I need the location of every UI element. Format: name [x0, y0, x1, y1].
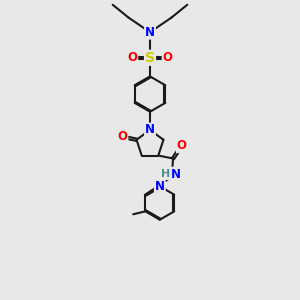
- Text: O: O: [117, 130, 128, 143]
- Text: N: N: [155, 180, 165, 193]
- Text: N: N: [145, 26, 155, 39]
- Text: S: S: [145, 51, 155, 65]
- Text: O: O: [177, 139, 187, 152]
- Text: O: O: [163, 51, 173, 64]
- Text: H: H: [160, 169, 170, 179]
- Text: O: O: [127, 51, 137, 64]
- Text: N: N: [171, 168, 181, 181]
- Text: N: N: [145, 124, 155, 136]
